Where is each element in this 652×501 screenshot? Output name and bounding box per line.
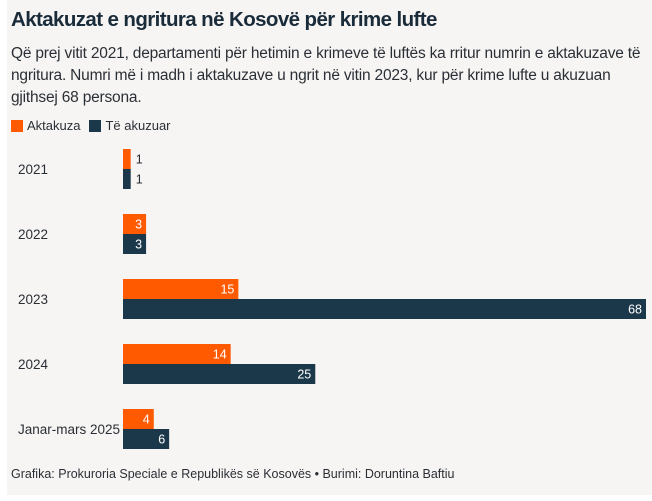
data-label: 4 [143,413,150,427]
legend-item-aktakuza: Aktakuza [11,118,80,133]
bar-aktakuza [123,214,147,234]
legend: Aktakuza Të akuzuar [11,118,180,133]
data-label: 1 [136,173,143,187]
legend-label-aktakuza: Aktakuza [27,118,81,133]
chart-title: Aktakuzat e ngritura në Kosovë për krime… [11,8,437,31]
category-label: 2023 [18,292,48,307]
legend-item-akuzuar: Të akuzuar [89,118,171,133]
category-label: 2024 [18,357,49,372]
legend-swatch-aktakuza [11,119,23,132]
data-label: 3 [135,238,142,252]
data-label: 15 [220,283,234,297]
data-label: 14 [213,348,227,362]
data-label: 3 [135,218,142,232]
bar-aktakuza [123,279,239,299]
bar-aktakuza [123,409,154,429]
data-label: 1 [136,153,143,167]
category-label: 2022 [18,227,48,242]
data-label: 25 [297,368,311,382]
bar-aktakuza [123,149,131,169]
bar-akuzuar [123,169,131,189]
chart-footer: Grafika: Prokuroria Speciale e Republikë… [11,467,455,481]
category-label: Janar-mars 2025 [18,422,120,437]
category-label: 2021 [18,162,48,177]
bar-akuzuar [123,364,316,384]
legend-swatch-akuzuar [89,119,102,132]
legend-label-akuzuar: Të akuzuar [105,118,171,133]
bar-akuzuar [123,299,646,319]
bar-aktakuza [123,344,231,364]
bar-akuzuar [123,429,170,449]
data-label: 68 [628,303,642,317]
bar-akuzuar [123,234,147,254]
chart-card [7,0,652,495]
chart-subtitle: Që prej vitit 2021, departamenti për het… [11,45,641,106]
data-label: 6 [158,433,165,447]
